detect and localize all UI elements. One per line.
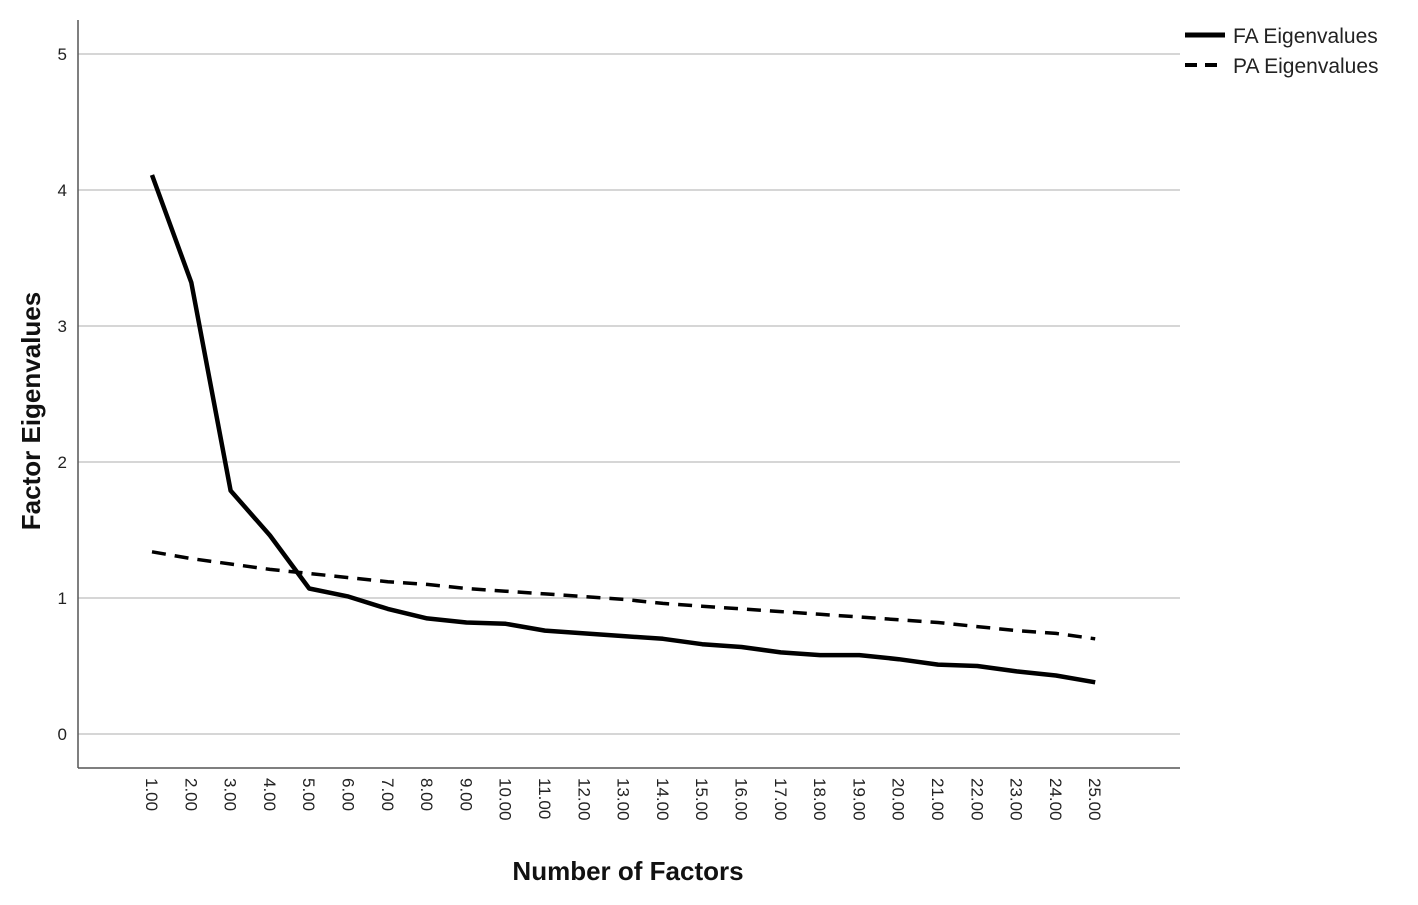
x-tick-label-9: 9.00 bbox=[456, 778, 475, 811]
x-tick-label-1: 1.00 bbox=[142, 778, 161, 811]
series-line-pa-eigenvalues bbox=[151, 550, 1096, 641]
x-tick-label-10: 10.00 bbox=[496, 778, 515, 821]
x-tick-label-25: 25.00 bbox=[1085, 778, 1104, 821]
axes bbox=[77, 20, 1180, 769]
x-tick-label-15: 15.00 bbox=[692, 778, 711, 821]
x-tick-label-23: 23.00 bbox=[1007, 778, 1026, 821]
series-lines bbox=[149, 174, 1096, 685]
x-tick-label-7: 7.00 bbox=[378, 778, 397, 811]
gridlines bbox=[78, 53, 1180, 735]
x-tick-label-17: 17.00 bbox=[771, 778, 790, 821]
x-tick-label-11: 11.00 bbox=[535, 778, 554, 819]
x-tick-label-18: 18.00 bbox=[810, 778, 829, 821]
x-tick-label-20: 20.00 bbox=[889, 778, 908, 821]
x-tick-labels: 1.00 2.00 3.00 4.00 5.00 6.00 7.00 8.00 9.00 10.0… bbox=[142, 778, 1104, 821]
x-tick-label-13: 13.00 bbox=[614, 778, 633, 821]
x-tick-label-8: 8.00 bbox=[417, 778, 436, 811]
y-tick-label-1: 1 bbox=[58, 589, 67, 608]
y-tick-labels: 0 1 2 3 4 5 bbox=[58, 45, 67, 744]
x-tick-label-12: 12.00 bbox=[574, 778, 593, 821]
x-tick-label-19: 19.00 bbox=[849, 778, 868, 821]
y-tick-label-0: 0 bbox=[58, 725, 67, 744]
x-tick-label-4: 4.00 bbox=[260, 778, 279, 811]
series-line-fa-eigenvalues bbox=[149, 174, 1096, 685]
x-tick-label-22: 22.00 bbox=[967, 778, 986, 821]
x-tick-label-5: 5.00 bbox=[299, 778, 318, 811]
x-tick-label-16: 16.00 bbox=[732, 778, 751, 821]
x-axis-title: Number of Factors bbox=[512, 856, 743, 886]
x-tick-label-24: 24.00 bbox=[1046, 778, 1065, 821]
y-tick-label-5: 5 bbox=[58, 45, 67, 64]
legend-label-fa-eigenvalues: FA Eigenvalues bbox=[1233, 25, 1378, 48]
y-tick-label-2: 2 bbox=[58, 453, 67, 472]
x-tick-label-14: 14.00 bbox=[653, 778, 672, 821]
x-tick-label-6: 6.00 bbox=[339, 778, 358, 811]
x-tick-label-3: 3.00 bbox=[221, 778, 240, 811]
legend: FA Eigenvalues PA Eigenvalues bbox=[1185, 25, 1379, 78]
x-tick-label-21: 21.00 bbox=[928, 778, 947, 821]
y-tick-label-3: 3 bbox=[58, 317, 67, 336]
y-tick-label-4: 4 bbox=[58, 181, 67, 200]
legend-label-pa-eigenvalues: PA Eigenvalues bbox=[1233, 55, 1379, 78]
y-axis-title: Factor Eigenvalues bbox=[16, 292, 46, 530]
x-tick-label-2: 2.00 bbox=[181, 778, 200, 811]
